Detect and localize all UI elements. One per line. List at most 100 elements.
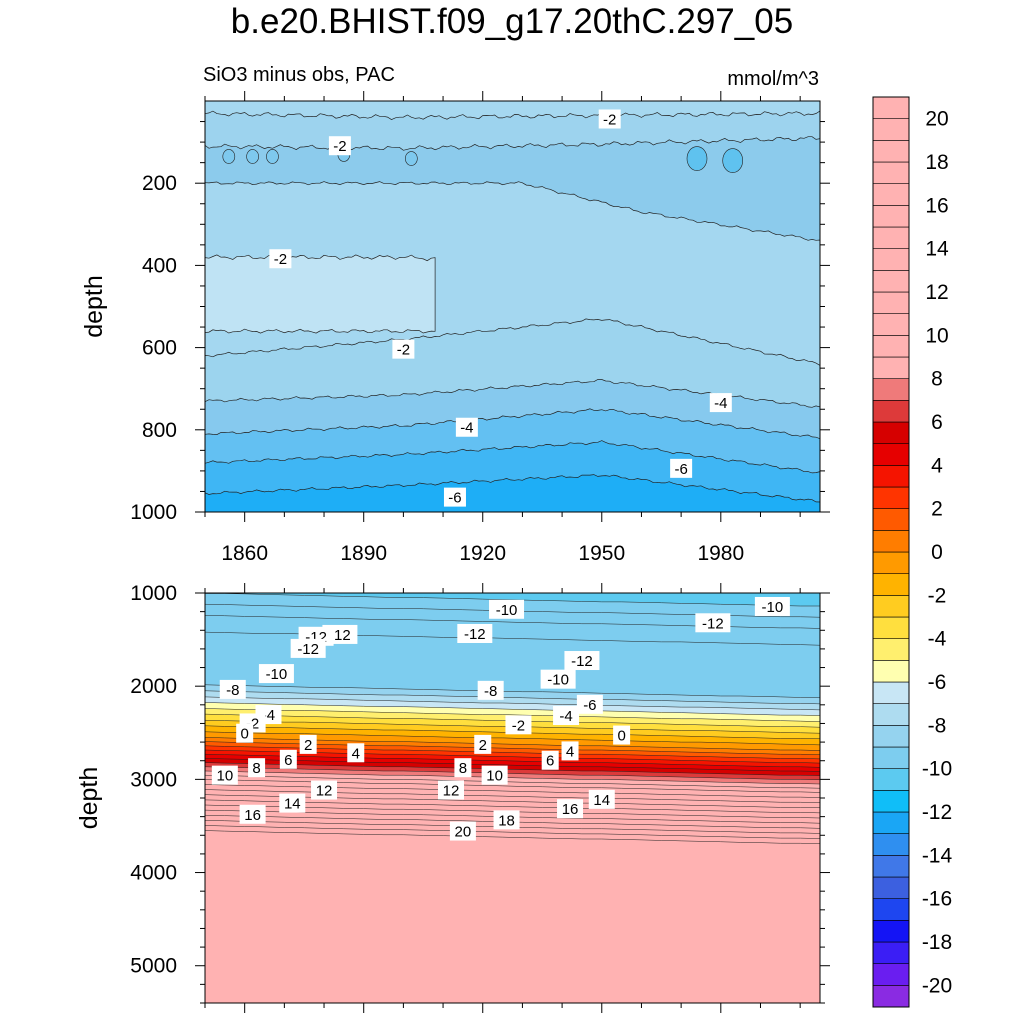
upper-contour-label-box bbox=[392, 339, 415, 359]
colorbar-swatch bbox=[872, 183, 910, 206]
lower-contour-label: 8 bbox=[248, 758, 266, 778]
lower-contour-label-box bbox=[481, 765, 508, 785]
upper-contour-label-box bbox=[709, 393, 732, 413]
upper-x-tick-label: 1860 bbox=[221, 542, 268, 565]
lower-contour-line bbox=[204, 684, 821, 699]
upper-contour-blob bbox=[405, 151, 418, 166]
lower-contour-label-box bbox=[449, 821, 476, 841]
panel-right-subtitle: mmol/m^3 bbox=[727, 68, 819, 90]
upper-x-tick-label: 1950 bbox=[578, 542, 625, 565]
colorbar-swatch bbox=[872, 291, 910, 314]
upper-contour-label-box bbox=[443, 487, 466, 507]
lower-contour-line bbox=[204, 731, 821, 746]
upper-contour-label: -6 bbox=[443, 487, 466, 507]
lower-contour-label: 20 bbox=[449, 821, 476, 841]
colorbar-swatch bbox=[872, 161, 910, 184]
colorbar-swatch bbox=[872, 746, 910, 769]
upper-contour-label-box bbox=[455, 417, 478, 437]
upper-contour-label-box bbox=[598, 109, 621, 129]
lower-contour-label-box bbox=[613, 725, 631, 745]
lower-contour-label-text: 10 bbox=[486, 768, 503, 785]
colorbar-swatch bbox=[872, 270, 910, 293]
lower-contour-label: 4 bbox=[347, 743, 365, 763]
upper-y-tick-label: 800 bbox=[142, 419, 177, 442]
colorbar-swatch bbox=[872, 400, 910, 423]
colorbar-swatch bbox=[872, 595, 910, 618]
lower-contour-label-box bbox=[438, 780, 464, 800]
upper-contour-blob bbox=[686, 146, 708, 171]
lower-contour-label: -10 bbox=[540, 669, 576, 689]
colorbar-swatch bbox=[872, 790, 910, 813]
upper-contour-label-text: -2 bbox=[274, 251, 287, 268]
lower-contour-line bbox=[204, 696, 821, 711]
lower-contour-label-box bbox=[477, 680, 504, 700]
lower-contour-label: -2 bbox=[505, 715, 532, 735]
colorbar-swatch bbox=[872, 703, 910, 726]
upper-contour-label: -6 bbox=[670, 458, 693, 478]
lower-contour-label-text: -12 bbox=[329, 627, 351, 644]
colorbar-tick-label: -20 bbox=[922, 974, 952, 997]
colorbar-swatch bbox=[872, 530, 910, 553]
colorbar-swatch bbox=[872, 833, 910, 856]
lower-contour-label: 10 bbox=[211, 765, 238, 785]
upper-contour-band bbox=[204, 474, 821, 513]
upper-contour-label: -2 bbox=[392, 339, 415, 359]
lower-y-tick-label: 3000 bbox=[130, 768, 177, 791]
lower-y-tick-label: 1000 bbox=[130, 582, 177, 605]
lower-contour-label: 16 bbox=[557, 799, 584, 819]
panel-left-subtitle: SiO3 minus obs, PAC bbox=[203, 64, 395, 86]
upper-y-tick-label: 1000 bbox=[130, 501, 177, 524]
lower-contour-label-text: 12 bbox=[316, 783, 333, 800]
lower-contour-line bbox=[204, 774, 821, 789]
colorbar-swatch bbox=[872, 96, 910, 119]
colorbar-tick-label: -2 bbox=[928, 584, 947, 607]
lower-contour-line bbox=[204, 825, 821, 839]
lower-contour-label: 16 bbox=[239, 804, 266, 824]
colorbar-swatch bbox=[872, 465, 910, 488]
upper-contour-blob bbox=[722, 148, 744, 173]
lower-contour-label-text: -10 bbox=[266, 666, 288, 683]
lower-contour-label-box bbox=[279, 793, 306, 813]
colorbar-swatch bbox=[872, 248, 910, 271]
colorbar-tick-label: -18 bbox=[922, 931, 952, 954]
lower-contour-label-box bbox=[695, 613, 731, 633]
lower-contour-label-box bbox=[211, 765, 238, 785]
lower-contour-label: -12 bbox=[564, 651, 600, 671]
lower-contour-label: 12 bbox=[311, 780, 338, 800]
lower-contour-label-text: -12 bbox=[297, 641, 319, 658]
lower-contour-label: -10 bbox=[754, 596, 790, 616]
colorbar-tick-label: 16 bbox=[925, 194, 948, 217]
colorbar-tick-label: 20 bbox=[925, 108, 948, 131]
lower-y-tick-label: 2000 bbox=[130, 675, 177, 698]
lower-contour-label: -6 bbox=[576, 694, 603, 714]
colorbar-swatch bbox=[872, 638, 910, 661]
colorbar-tick-label: 12 bbox=[925, 281, 948, 304]
lower-contour-label-text: -12 bbox=[702, 615, 724, 632]
colorbar-tick-label: 18 bbox=[925, 151, 948, 174]
lower-contour-label-box bbox=[489, 599, 525, 619]
lower-contour-label-box bbox=[347, 743, 365, 763]
upper-contour-label: -4 bbox=[455, 417, 478, 437]
colorbar-tick-label: -14 bbox=[922, 844, 953, 867]
colorbar-swatch bbox=[872, 616, 910, 639]
upper-contour-label-text: -4 bbox=[714, 395, 727, 412]
lower-contour-label-box bbox=[576, 694, 603, 714]
upper-contour-label: -4 bbox=[709, 393, 732, 413]
lower-contour-label-box bbox=[279, 749, 297, 769]
lower-contour-label-box bbox=[311, 780, 338, 800]
lower-contour-label: 10 bbox=[481, 765, 508, 785]
lower-y-tick-label: 5000 bbox=[130, 955, 177, 978]
upper-contour-blob bbox=[222, 149, 236, 164]
upper-contour-blob bbox=[266, 149, 279, 164]
colorbar-swatch bbox=[872, 725, 910, 748]
lower-contour-label-text: 16 bbox=[562, 801, 579, 818]
lower-contour-label-text: 14 bbox=[593, 792, 610, 809]
colorbar-tick-label: -16 bbox=[922, 888, 952, 911]
colorbar-swatch bbox=[872, 941, 910, 964]
colorbar-tick-label: -6 bbox=[928, 671, 947, 694]
lower-contour-label: 14 bbox=[588, 789, 615, 809]
lower-contour-line bbox=[204, 770, 821, 785]
colorbar-swatch bbox=[872, 985, 910, 1008]
lower-contour-label-box bbox=[248, 758, 266, 778]
